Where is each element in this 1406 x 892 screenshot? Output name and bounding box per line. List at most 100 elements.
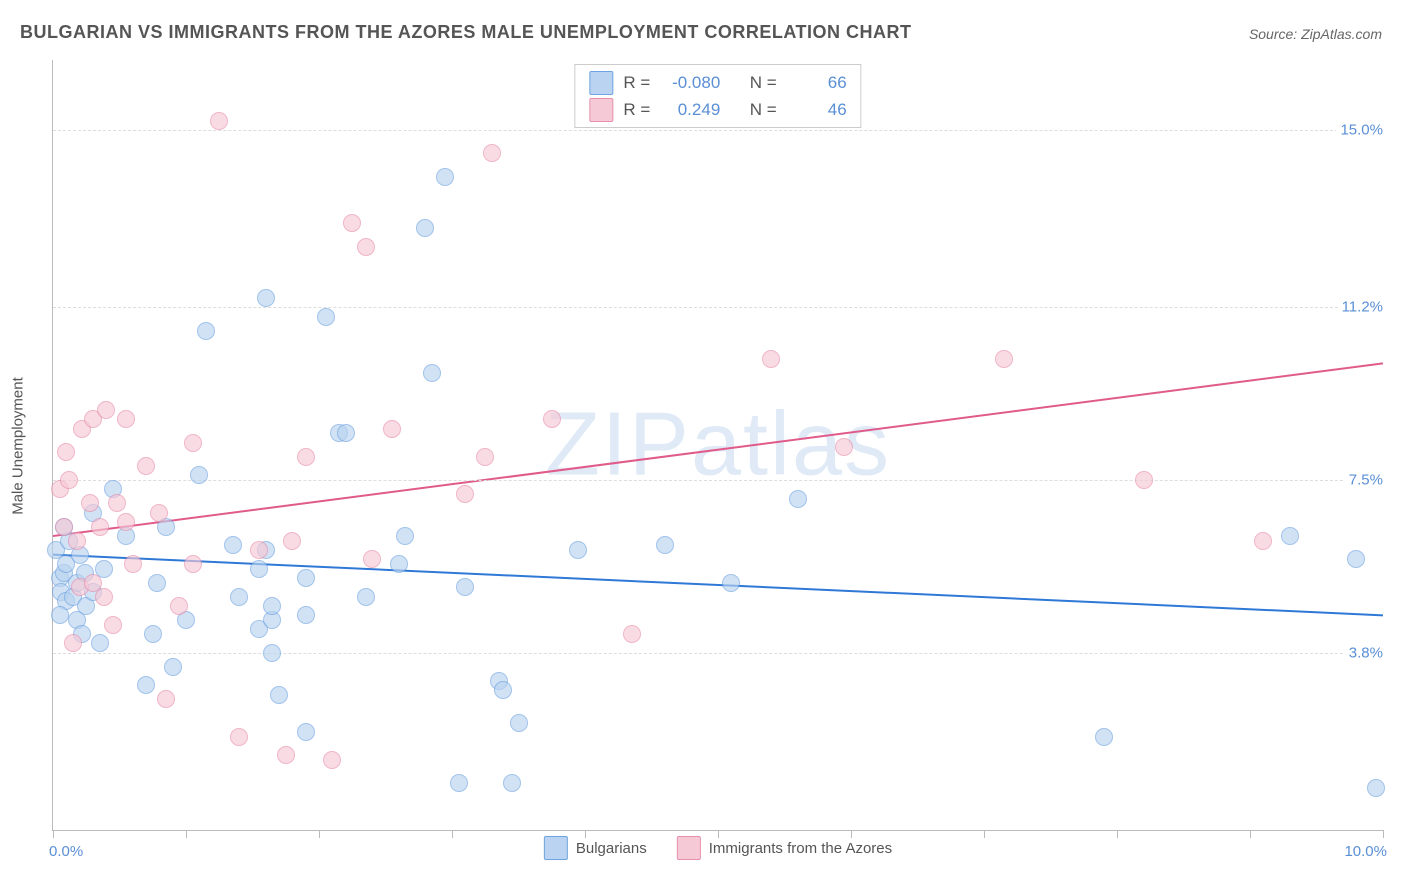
- scatter-point-azores: [277, 746, 295, 764]
- scatter-point-azores: [64, 634, 82, 652]
- scatter-point-azores: [117, 410, 135, 428]
- scatter-point-bulgarians: [1367, 779, 1385, 797]
- scatter-point-bulgarians: [450, 774, 468, 792]
- x-tick: [1250, 830, 1251, 838]
- gridline: [53, 130, 1383, 131]
- scatter-point-azores: [383, 420, 401, 438]
- scatter-point-azores: [283, 532, 301, 550]
- gridline: [53, 480, 1383, 481]
- scatter-point-azores: [108, 494, 126, 512]
- scatter-point-bulgarians: [569, 541, 587, 559]
- scatter-point-bulgarians: [164, 658, 182, 676]
- scatter-point-azores: [57, 443, 75, 461]
- scatter-point-azores: [1135, 471, 1153, 489]
- swatch-bulgarians: [589, 71, 613, 95]
- r-label: R =: [623, 69, 650, 96]
- source-label: Source:: [1249, 26, 1297, 42]
- chart-title: BULGARIAN VS IMMIGRANTS FROM THE AZORES …: [20, 22, 911, 43]
- scatter-point-azores: [483, 144, 501, 162]
- scatter-point-azores: [210, 112, 228, 130]
- x-tick: [319, 830, 320, 838]
- x-tick: [718, 830, 719, 838]
- scatter-point-bulgarians: [357, 588, 375, 606]
- scatter-point-bulgarians: [494, 681, 512, 699]
- scatter-point-azores: [230, 728, 248, 746]
- scatter-point-bulgarians: [317, 308, 335, 326]
- x-tick: [186, 830, 187, 838]
- scatter-point-azores: [60, 471, 78, 489]
- scatter-point-azores: [184, 555, 202, 573]
- x-tick: [984, 830, 985, 838]
- scatter-point-azores: [91, 518, 109, 536]
- scatter-point-bulgarians: [230, 588, 248, 606]
- x-tick: [851, 830, 852, 838]
- swatch-azores: [589, 98, 613, 122]
- x-tick: [1383, 830, 1384, 838]
- x-tick: [585, 830, 586, 838]
- scatter-point-bulgarians: [456, 578, 474, 596]
- source-attribution: Source: ZipAtlas.com: [1249, 26, 1382, 42]
- scatter-point-bulgarians: [1281, 527, 1299, 545]
- scatter-point-azores: [81, 494, 99, 512]
- scatter-point-azores: [137, 457, 155, 475]
- x-tick: [452, 830, 453, 838]
- scatter-point-azores: [323, 751, 341, 769]
- scatter-point-bulgarians: [250, 560, 268, 578]
- scatter-point-azores: [150, 504, 168, 522]
- y-tick-label: 3.8%: [1345, 644, 1387, 661]
- scatter-point-bulgarians: [722, 574, 740, 592]
- scatter-point-azores: [184, 434, 202, 452]
- scatter-point-bulgarians: [337, 424, 355, 442]
- scatter-point-azores: [995, 350, 1013, 368]
- scatter-point-bulgarians: [297, 723, 315, 741]
- scatter-point-bulgarians: [656, 536, 674, 554]
- plot-area: ZIPatlas R = -0.080 N = 66 R = 0.249 N =…: [52, 60, 1383, 831]
- scatter-point-azores: [250, 541, 268, 559]
- scatter-point-bulgarians: [257, 289, 275, 307]
- scatter-point-azores: [835, 438, 853, 456]
- scatter-point-azores: [363, 550, 381, 568]
- n-label: N =: [750, 69, 777, 96]
- scatter-point-azores: [456, 485, 474, 503]
- n-value-bulgarians: 66: [787, 69, 847, 96]
- scatter-point-bulgarians: [297, 606, 315, 624]
- scatter-point-azores: [97, 401, 115, 419]
- x-axis-min-label: 0.0%: [49, 843, 83, 860]
- swatch-bulgarians: [544, 836, 568, 860]
- scatter-point-bulgarians: [190, 466, 208, 484]
- legend-item-azores: Immigrants from the Azores: [677, 836, 892, 860]
- scatter-point-bulgarians: [224, 536, 242, 554]
- gridline: [53, 307, 1383, 308]
- trend-line-azores: [53, 363, 1383, 536]
- scatter-point-azores: [68, 532, 86, 550]
- scatter-point-bulgarians: [263, 597, 281, 615]
- scatter-point-bulgarians: [423, 364, 441, 382]
- correlation-legend: R = -0.080 N = 66 R = 0.249 N = 46: [574, 64, 861, 128]
- y-axis-title: Male Unemployment: [10, 377, 27, 515]
- scatter-point-bulgarians: [91, 634, 109, 652]
- scatter-point-azores: [623, 625, 641, 643]
- y-tick-label: 15.0%: [1336, 122, 1387, 139]
- scatter-point-azores: [1254, 532, 1272, 550]
- scatter-point-azores: [357, 238, 375, 256]
- scatter-point-bulgarians: [297, 569, 315, 587]
- gridline: [53, 653, 1383, 654]
- n-label: N =: [750, 96, 777, 123]
- scatter-point-azores: [124, 555, 142, 573]
- r-value-bulgarians: -0.080: [660, 69, 720, 96]
- legend-label-bulgarians: Bulgarians: [576, 840, 647, 857]
- scatter-point-bulgarians: [1095, 728, 1113, 746]
- scatter-point-bulgarians: [197, 322, 215, 340]
- scatter-point-bulgarians: [148, 574, 166, 592]
- scatter-point-bulgarians: [789, 490, 807, 508]
- scatter-point-azores: [117, 513, 135, 531]
- r-label: R =: [623, 96, 650, 123]
- trend-lines-layer: [53, 60, 1383, 830]
- x-axis-max-label: 10.0%: [1344, 843, 1387, 860]
- scatter-point-bulgarians: [137, 676, 155, 694]
- scatter-point-bulgarians: [396, 527, 414, 545]
- scatter-point-azores: [343, 214, 361, 232]
- scatter-point-bulgarians: [416, 219, 434, 237]
- x-tick: [1117, 830, 1118, 838]
- legend-item-bulgarians: Bulgarians: [544, 836, 647, 860]
